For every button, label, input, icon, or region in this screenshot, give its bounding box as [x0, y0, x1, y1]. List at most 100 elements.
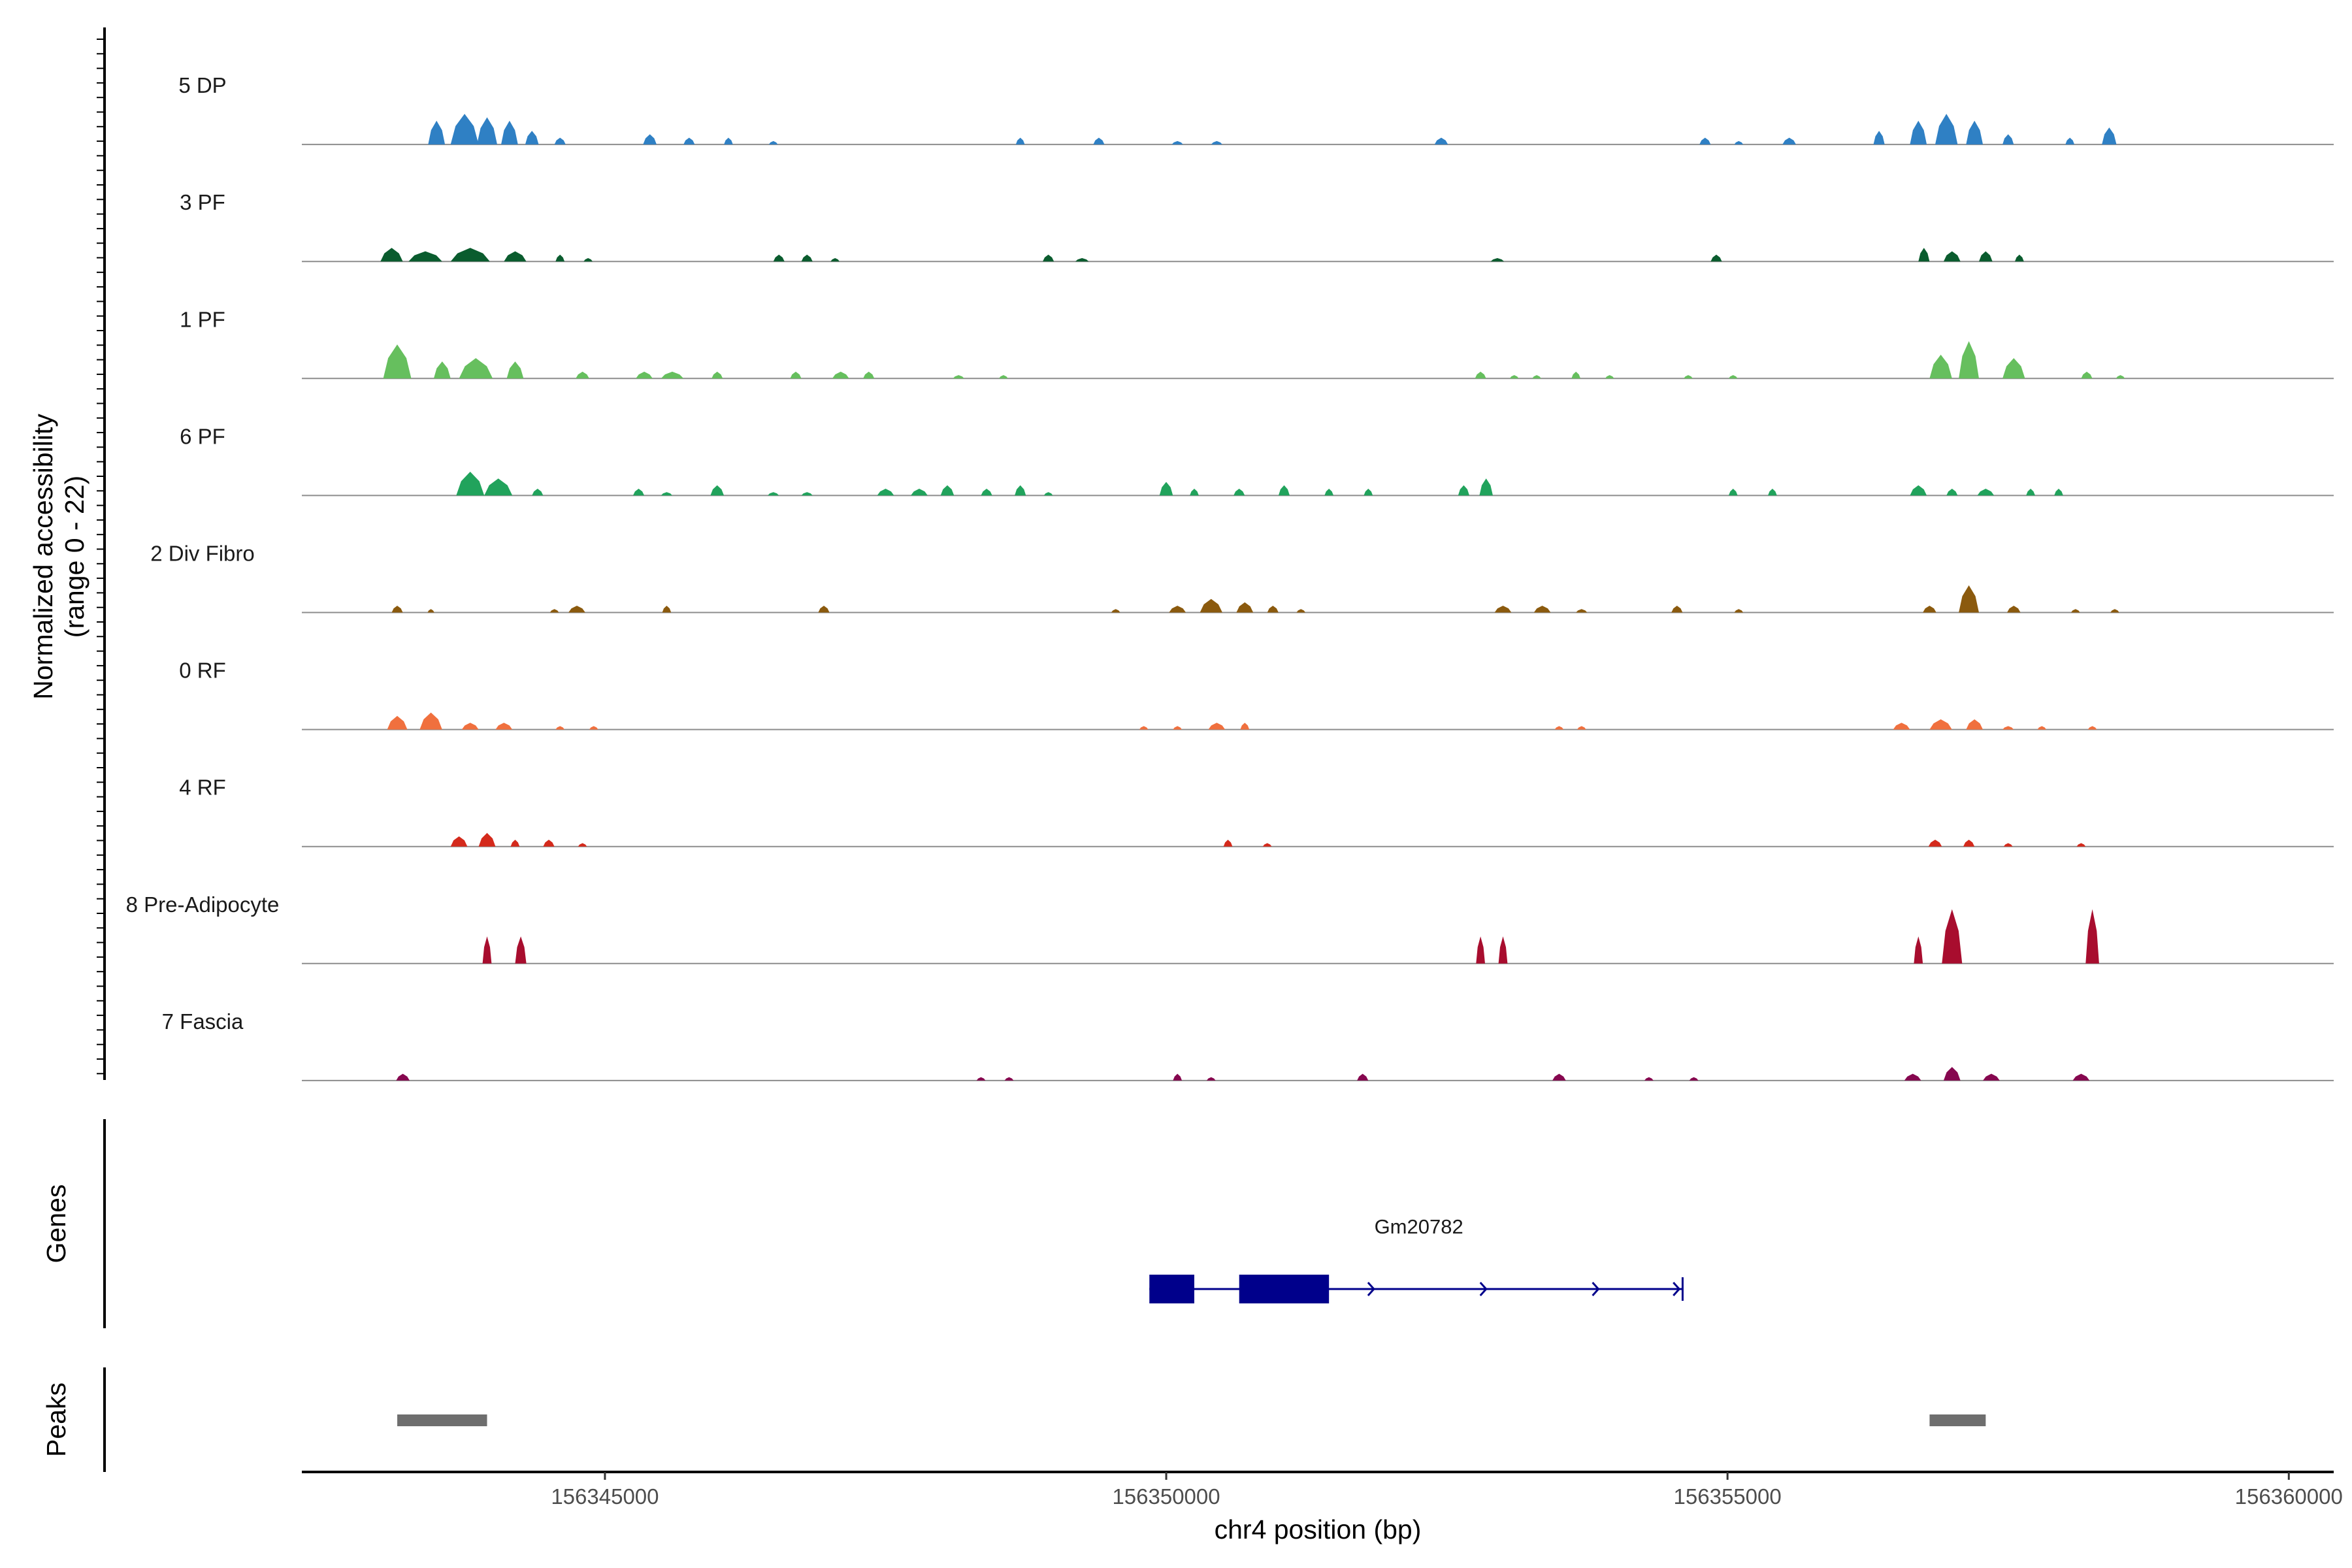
- coverage-peak: [1929, 354, 1952, 379]
- coverage-peak: [1490, 258, 1505, 262]
- coverage-peak: [999, 375, 1008, 379]
- coverage-peak: [2037, 726, 2047, 730]
- coverage-peak: [1576, 609, 1588, 613]
- track-label: 5 DP: [178, 73, 226, 97]
- track-8-pre-adipocyte: 8 Pre-Adipocyte: [126, 892, 2334, 964]
- coverage-peak: [1015, 485, 1026, 496]
- coverage-peak: [1458, 485, 1469, 496]
- coverage-peak: [643, 134, 657, 145]
- coverage-peak: [583, 258, 593, 262]
- coverage-peak: [1043, 254, 1054, 262]
- track-2-div-fibro: 2 Div Fibro: [150, 542, 2334, 613]
- coverage-peak: [555, 726, 565, 730]
- coverage-peak: [1015, 137, 1025, 145]
- coverage-peak: [1434, 137, 1448, 145]
- coverage-peak: [1923, 606, 1936, 613]
- coverage-peak: [1966, 120, 1984, 145]
- gene-strand-arrow: [1479, 1281, 1488, 1297]
- coverage-peak: [953, 375, 964, 379]
- x-axis: 156345000 156350000 156355000 156360000: [302, 1471, 2343, 1509]
- coverage-peak: [1904, 1073, 1921, 1081]
- coverage-peak: [2102, 127, 2117, 145]
- coverage-peak: [1943, 251, 1961, 262]
- track-7-fascia: 7 Fascia: [162, 1009, 2334, 1081]
- coverage-peak: [1728, 489, 1738, 496]
- coverage-peak: [427, 609, 434, 613]
- coverage-peak: [724, 137, 733, 145]
- coverage-peak: [428, 120, 446, 145]
- coverage-peak: [478, 832, 496, 847]
- coverage-peak: [380, 248, 403, 262]
- coverage-peak: [459, 358, 493, 379]
- coverage-peak: [1571, 371, 1581, 379]
- coverage-peak: [2065, 137, 2075, 145]
- coverage-peak: [2002, 726, 2014, 730]
- coverage-peak: [555, 254, 565, 262]
- coverage-peak: [1211, 140, 1222, 145]
- coverage-peak: [1236, 602, 1254, 613]
- coverage-peak: [662, 606, 672, 613]
- coverage-peak: [1004, 1077, 1014, 1081]
- coverage-peak: [1233, 489, 1245, 496]
- gene-exon: [1149, 1275, 1194, 1303]
- coverage-peak: [2085, 909, 2099, 964]
- coverage-peak: [801, 492, 813, 496]
- y-axis-title: Normalized accessibility: [28, 414, 58, 700]
- coverage-peak: [940, 485, 955, 496]
- coverage-peak: [632, 489, 645, 496]
- gene-exon: [1239, 1275, 1330, 1303]
- coverage-peak: [1983, 1073, 2000, 1081]
- coverage-peak: [1689, 1077, 1699, 1081]
- peak-region: [397, 1414, 487, 1426]
- coverage-tracks: 5 DP 3 PF 1 PF 6 PF 2 Div Fibro 0 RF 4 RF 8 Pre…: [126, 73, 2334, 1081]
- track-label: 2 Div Fibro: [150, 542, 255, 566]
- coverage-peak: [1942, 909, 1963, 964]
- coverage-peak: [1296, 609, 1306, 613]
- coverage-peak: [578, 843, 587, 847]
- coverage-peak: [2026, 489, 2035, 496]
- coverage-peak: [1671, 606, 1683, 613]
- coverage-peak: [768, 492, 779, 496]
- coverage-peak: [1605, 375, 1614, 379]
- coverage-peak: [1208, 723, 1226, 730]
- coverage-peak: [1267, 606, 1279, 613]
- coverage-peak: [636, 371, 653, 379]
- coverage-peak: [1075, 258, 1089, 262]
- coverage-peak: [661, 492, 672, 496]
- peaks-track-label: Peaks: [41, 1382, 71, 1457]
- coverage-peak: [1873, 131, 1885, 145]
- coverage-peak: [1200, 598, 1222, 613]
- coverage-peak: [1977, 489, 1995, 496]
- coverage-peak: [408, 251, 442, 262]
- coverage-peak: [790, 371, 802, 379]
- coverage-peak: [1262, 843, 1272, 847]
- coverage-peak: [1190, 489, 1199, 496]
- coverage-peak: [450, 114, 479, 145]
- coverage-peak: [1475, 371, 1486, 379]
- coverage-peak: [484, 478, 513, 496]
- x-axis-title: chr4 position (bp): [1215, 1514, 1422, 1544]
- coverage-peak: [710, 485, 725, 496]
- coverage-peak: [1223, 840, 1233, 847]
- coverage-peak: [1959, 341, 1979, 379]
- coverage-peak: [554, 137, 566, 145]
- coverage-peak: [1479, 478, 1493, 496]
- coverage-peak: [1364, 489, 1373, 496]
- track-3-pf: 3 PF: [180, 190, 2334, 263]
- coverage-peak: [525, 131, 539, 145]
- coverage-peak: [2002, 134, 2014, 145]
- coverage-peak: [1173, 1073, 1183, 1081]
- coverage-peak: [515, 936, 527, 964]
- genes-track-label: Genes: [41, 1184, 71, 1264]
- coverage-peak: [477, 117, 497, 145]
- coverage-peak: [1532, 375, 1541, 379]
- coverage-peak: [1943, 1067, 1961, 1081]
- coverage-peak: [1644, 1077, 1654, 1081]
- coverage-peak: [1240, 723, 1250, 730]
- coverage-peak: [2015, 254, 2024, 262]
- coverage-peak: [773, 254, 785, 262]
- coverage-peak: [506, 361, 524, 379]
- coverage-peak: [1552, 1073, 1566, 1081]
- coverage-peak: [863, 371, 875, 379]
- coverage-peak: [2070, 609, 2080, 613]
